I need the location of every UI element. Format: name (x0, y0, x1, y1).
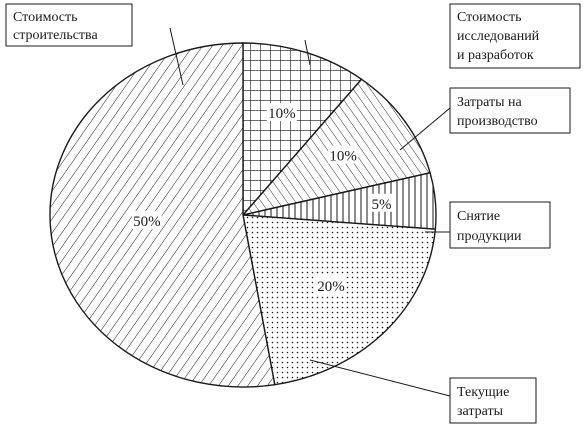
callout-research-line2: исследований (457, 29, 540, 44)
callout-production-line1: Затраты на (457, 95, 523, 110)
leader-line-production (399, 107, 451, 151)
callout-current-line1: Текущие (457, 385, 509, 400)
pie-slice-4 (242, 214, 437, 386)
slice-value-bg-1 (266, 103, 297, 122)
slice-value-bg-4 (316, 276, 347, 295)
leader-line-current (309, 359, 451, 397)
callout-current: Текущие затраты (449, 377, 537, 424)
callout-withdrawal: Снятие продукции (449, 201, 551, 249)
callout-construction-line1: Стоимость (13, 10, 78, 25)
callout-current-line2: затраты (457, 404, 504, 419)
slice-value-labels: 10% 10% 5% 20% 50% (131, 103, 393, 295)
callout-construction: Стоимость строительства (5, 3, 133, 47)
callout-research-line1: Стоимость (457, 10, 522, 25)
slice-value-label-1: 10% (268, 106, 296, 122)
leader-line-research (304, 39, 311, 66)
slice-value-bg-5 (131, 211, 162, 230)
callout-production: Затраты на производство (449, 87, 571, 134)
slice-value-label-4: 20% (317, 279, 345, 295)
slice-value-label-5: 50% (133, 214, 161, 230)
callout-withdrawal-line2: продукции (457, 229, 522, 244)
pie-slice-1 (242, 42, 363, 217)
pie-slice-5 (49, 42, 276, 388)
callout-research: Стоимость исследований и разработок (449, 3, 581, 69)
slice-value-label-3: 5% (371, 197, 391, 213)
slice-value-bg-3 (370, 193, 393, 212)
pie-slices (49, 42, 437, 388)
callout-construction-line2: строительства (13, 28, 98, 43)
callout-research-line3: и разработок (457, 48, 534, 63)
callout-withdrawal-line1: Снятие (457, 209, 500, 224)
leader-line-construction (169, 27, 184, 86)
slice-value-bg-2 (328, 145, 359, 164)
slice-value-label-2: 10% (329, 149, 357, 165)
callout-production-line2: производство (457, 114, 538, 129)
